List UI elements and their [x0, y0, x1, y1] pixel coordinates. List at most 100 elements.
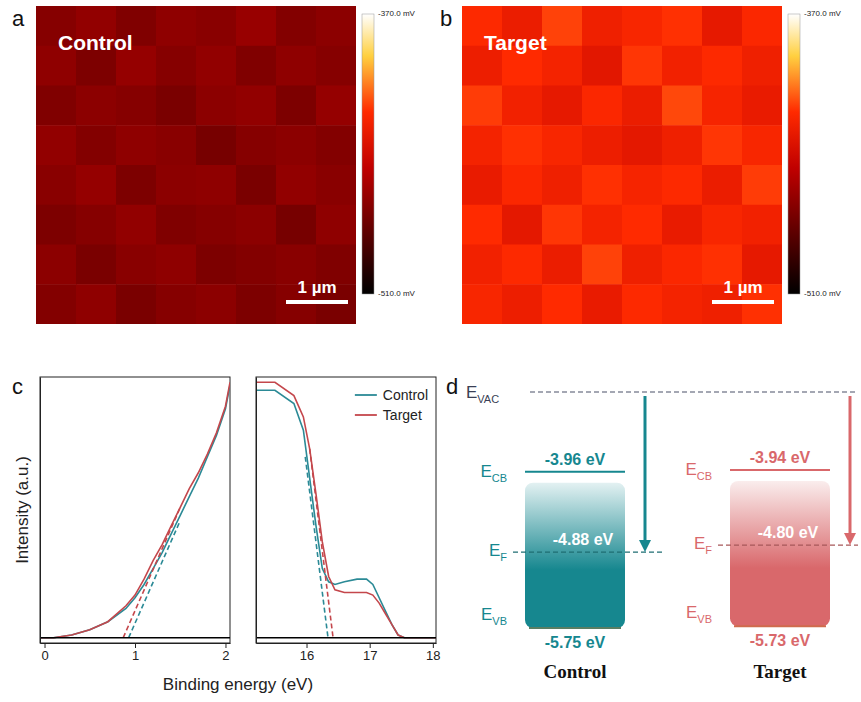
scale-bar-label: 1 µm	[297, 278, 336, 297]
scale-bar-label: 1 µm	[723, 278, 762, 297]
heat-cell	[462, 165, 503, 205]
heat-cell	[622, 165, 663, 205]
series-line	[40, 385, 230, 638]
heat-cell	[76, 284, 117, 324]
heat-cell	[742, 165, 782, 205]
work-function-arrow	[644, 396, 647, 542]
heat-cell	[276, 205, 317, 245]
heat-cell	[622, 46, 663, 86]
heat-cell	[742, 46, 782, 86]
vacuum-label: EVAC	[466, 383, 499, 405]
heat-cell	[156, 165, 197, 205]
colorbar-label: -510.0 mV	[378, 289, 416, 298]
heat-cell	[156, 245, 197, 285]
heat-cell	[236, 205, 277, 245]
level-label: EF	[694, 534, 712, 556]
level-label: EVB	[481, 605, 507, 627]
subscript: CB	[697, 470, 712, 482]
heat-cell	[502, 245, 543, 285]
legend-item: Control	[355, 387, 428, 403]
figure-svg: aControl1 µm-370.0 mV-510.0 mVbTarget1 µ…	[0, 0, 861, 702]
fit-line	[310, 449, 333, 638]
plot-lines	[40, 382, 230, 637]
colorbar	[362, 14, 374, 294]
plot-frame	[256, 377, 436, 643]
heat-cell	[316, 125, 356, 165]
heat-cell	[662, 46, 703, 86]
scale-bar	[286, 300, 348, 304]
symbol: E	[481, 605, 492, 624]
heat-cell	[462, 245, 503, 285]
vacuum-line	[530, 391, 858, 392]
level-label: EF	[489, 541, 507, 563]
y-axis	[256, 378, 257, 644]
heat-cell	[742, 205, 782, 245]
heat-cell	[156, 6, 197, 46]
heat-cell	[156, 284, 197, 324]
tick-label: 0	[41, 648, 48, 663]
heat-cell	[36, 86, 77, 126]
heat-cell	[702, 86, 743, 126]
fit-line	[123, 507, 180, 637]
heat-cell	[116, 284, 157, 324]
series-line	[256, 390, 436, 637]
tick-label: 17	[363, 648, 377, 663]
heat-cell	[36, 245, 77, 285]
panel-letter: b	[440, 6, 452, 31]
heat-cell	[316, 46, 356, 86]
heat-cell	[156, 205, 197, 245]
series-line	[256, 637, 436, 639]
cb-level	[730, 469, 830, 471]
heat-cell	[116, 165, 157, 205]
map-title: Control	[58, 31, 133, 54]
heat-cell	[582, 284, 623, 324]
x-tick: 2	[222, 643, 229, 663]
heat-cell	[196, 6, 237, 46]
colorbar-label: -370.0 mV	[804, 9, 842, 18]
heat-cell	[462, 205, 503, 245]
arrow-head	[844, 533, 856, 545]
heat-cell	[502, 284, 543, 324]
group-name: Control	[544, 661, 607, 682]
heat-cell	[156, 86, 197, 126]
heat-cell	[702, 6, 743, 46]
plot-lines	[256, 382, 436, 637]
tick-label: 1	[132, 648, 139, 663]
level-value: -4.80 eV	[758, 524, 819, 541]
colorbar	[788, 14, 800, 294]
heat-cell	[662, 284, 703, 324]
heat-cell	[276, 86, 317, 126]
tick-label: 2	[222, 648, 229, 663]
heat-cell	[316, 6, 356, 46]
legend-swatch	[355, 394, 377, 396]
level-value: -4.88 eV	[553, 531, 614, 548]
subscript: F	[705, 544, 712, 556]
symbol: E	[466, 383, 477, 402]
heat-cell	[116, 245, 157, 285]
heat-cell	[542, 6, 583, 46]
heat-cell	[582, 46, 623, 86]
map-title: Target	[484, 31, 547, 54]
heat-cell	[36, 205, 77, 245]
level-label: ECB	[480, 462, 507, 484]
heat-cell	[276, 125, 317, 165]
x-tick: 0	[41, 643, 48, 663]
heat-cell	[196, 205, 237, 245]
heat-cell	[542, 46, 583, 86]
level-value: -3.96 eV	[545, 451, 606, 468]
heat-cell	[622, 205, 663, 245]
legend: Control Target	[355, 387, 428, 423]
heat-cell	[156, 125, 197, 165]
heat-cell	[36, 284, 77, 324]
band-box	[525, 483, 625, 628]
heat-cell	[316, 165, 356, 205]
axis-line	[40, 378, 41, 644]
heat-cell	[236, 86, 277, 126]
heat-cell	[76, 125, 117, 165]
level-value: -5.73 eV	[750, 632, 811, 649]
legend-item: Target	[355, 407, 422, 423]
level-value: -5.75 eV	[545, 634, 606, 651]
vb-level	[734, 625, 826, 627]
plot-frame	[40, 377, 230, 643]
level-label: EVB	[686, 603, 712, 625]
